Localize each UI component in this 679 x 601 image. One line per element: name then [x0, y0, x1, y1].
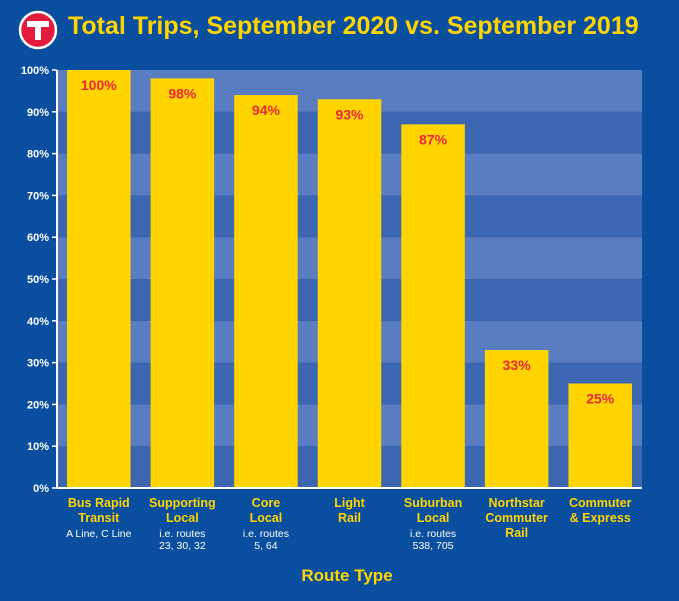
x-category-label: Transit [78, 511, 120, 525]
x-category-label: Local [166, 511, 199, 525]
bar [317, 99, 382, 488]
x-category-label: Local [417, 511, 450, 525]
x-category-label: Local [250, 511, 283, 525]
y-tick-label: 30% [27, 358, 49, 370]
x-category-label: Supporting [149, 496, 216, 510]
x-category-label: Suburban [404, 496, 462, 510]
x-category-label: Commuter [485, 511, 548, 525]
y-tick-label: 0% [33, 483, 49, 495]
axes-group: 0% 10% 20% 30% 40% 50% 60% 70% 80% 90% 100% Bus Rap… [21, 65, 642, 552]
x-category-sublabel: 5, 64 [254, 540, 278, 552]
bar-value-label: 100% [81, 77, 117, 93]
x-category-sublabel: i.e. routes [410, 528, 456, 540]
y-tick-label: 40% [27, 316, 49, 328]
y-tick-label: 50% [27, 274, 49, 286]
x-category-label: Commuter [569, 496, 632, 510]
x-category-label: & Express [570, 511, 631, 525]
x-category-sublabel: A Line, C Line [66, 528, 132, 540]
bar [67, 70, 131, 488]
x-category-label: Light [334, 496, 365, 510]
y-tick-label: 10% [27, 441, 49, 453]
bar [568, 383, 632, 488]
bar-value-label: 87% [419, 131, 448, 147]
x-category-label: Core [252, 496, 281, 510]
chart-title: Total Trips, September 2020 vs. Septembe… [68, 12, 639, 40]
t-logo-icon [18, 10, 58, 50]
x-category-sublabel: 538, 705 [413, 540, 454, 552]
y-tick-label: 70% [27, 190, 49, 202]
y-tick-label: 20% [27, 399, 49, 411]
x-category-label: Rail [505, 526, 528, 540]
bar-value-label: 33% [503, 357, 532, 373]
bar-value-label: 94% [252, 102, 281, 118]
x-category-label: Bus Rapid [68, 496, 130, 510]
x-category-sublabel: i.e. routes [159, 528, 205, 540]
bar [401, 124, 465, 488]
bar [150, 78, 215, 489]
bar [484, 350, 549, 488]
y-tick-label: 60% [27, 232, 49, 244]
bar [234, 95, 298, 488]
bars-group: 100% 98% 94% 93% 87% 33% 25% [67, 70, 632, 489]
y-tick-label: 80% [27, 149, 49, 161]
bar-value-label: 25% [586, 391, 615, 407]
metro-transit-logo [18, 10, 58, 50]
bar-value-label: 93% [335, 106, 364, 122]
bar-value-label: 98% [168, 85, 197, 101]
x-axis-label: Route Type [301, 566, 392, 585]
x-category-label: Rail [338, 511, 361, 525]
x-category-sublabel: 23, 30, 32 [159, 540, 206, 552]
x-category-sublabel: i.e. routes [243, 528, 289, 540]
y-tick-label: 100% [21, 65, 49, 77]
x-category-label: Northstar [489, 496, 545, 510]
y-tick-label: 90% [27, 107, 49, 119]
